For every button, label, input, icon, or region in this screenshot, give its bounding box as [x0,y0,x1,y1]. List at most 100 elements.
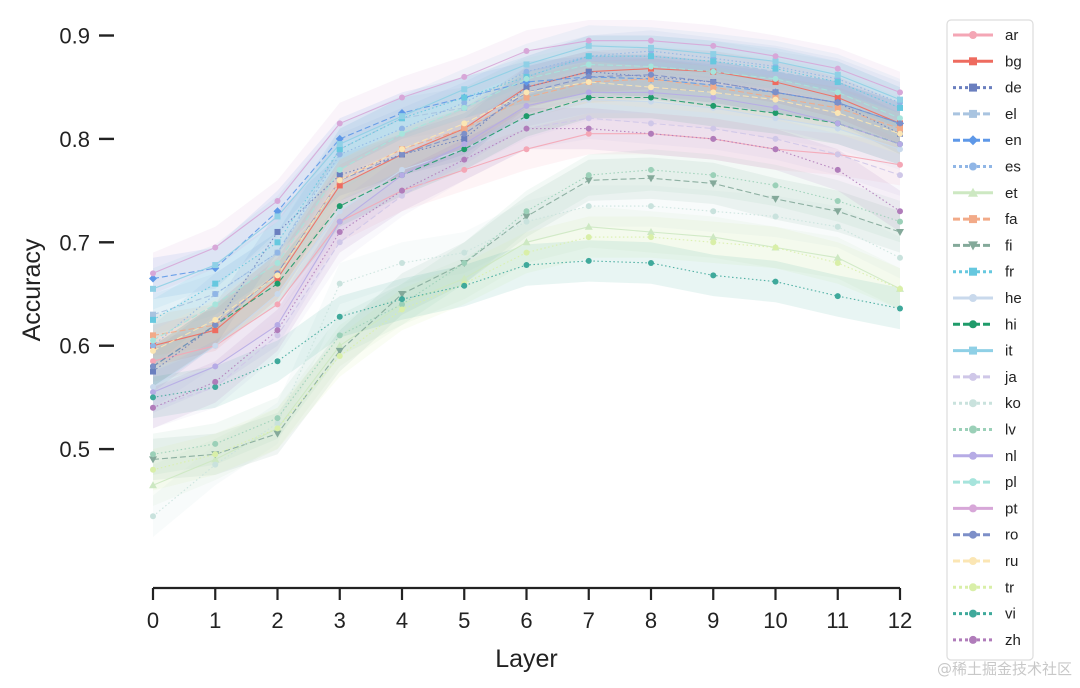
point-he-4 [399,166,405,173]
point-pl-4 [399,130,405,137]
point-nl-12 [897,141,903,148]
point-fa-9 [710,84,717,91]
point-pt-10 [772,53,779,60]
point-pl-9 [710,68,717,75]
watermark: @稀土掘金技术社区 [936,660,1072,678]
band-de [153,51,900,393]
point-lv-11 [834,197,841,204]
point-ru-7 [585,79,592,86]
point-ar-5 [461,166,468,173]
point-de-7 [585,68,592,75]
point-ko-7 [585,203,592,210]
point-fi-12 [896,228,904,236]
x-tick-label-5: 5 [458,608,470,633]
point-fr-5 [461,94,468,101]
band-ar [153,113,900,382]
legend-label-el: el [1005,106,1017,123]
point-hi-6 [523,113,530,120]
point-et-8 [647,227,655,235]
point-ko-6 [523,218,530,225]
point-nl-7 [585,89,592,96]
point-lv-0 [150,451,156,458]
legend-marker-he [969,294,977,302]
point-ru-1 [212,316,219,323]
x-tick-label-2: 2 [271,608,283,633]
point-en-0 [149,274,157,283]
point-tr-6 [523,249,530,256]
legend-marker-hi [969,320,977,329]
y-tick-label-0.9: 0.9 [59,24,90,49]
legend-label-he: he [1005,290,1022,307]
legend-label-ru: ru [1005,553,1018,570]
legend-label-ar: ar [1005,27,1018,44]
point-ko-2 [274,420,281,427]
legend-marker-el [969,109,977,118]
point-zh-6 [523,125,530,132]
legend-label-ja: ja [1004,369,1017,386]
legend-label-it: it [1005,343,1013,360]
legend-marker-lv [969,425,977,434]
band-en [153,56,900,300]
point-pt-8 [648,37,654,44]
point-zh-1 [212,378,219,385]
point-fr-12 [897,104,903,111]
point-vi-3 [336,313,343,320]
point-vi-11 [834,293,841,300]
point-fi-3 [335,347,344,355]
point-tr-7 [585,234,592,241]
point-lv-4 [399,301,405,308]
point-ro-8 [648,71,654,78]
point-lv-7 [585,172,592,179]
point-tr-0 [150,466,156,473]
point-vi-1 [212,384,219,391]
point-he-3 [336,208,343,215]
legend-label-pt: pt [1005,500,1018,517]
legend-marker-et [968,187,978,197]
point-ro-0 [150,363,156,370]
point-pl-8 [648,63,654,70]
legend-marker-bg [969,57,977,66]
point-fi-10 [771,195,780,203]
point-pt-2 [274,197,281,204]
legend-marker-ru [969,557,977,565]
point-he-10 [772,115,779,122]
point-nl-0 [150,389,156,396]
point-ko-5 [461,249,468,256]
legend-marker-vi [969,609,977,618]
point-vi-6 [523,262,530,269]
legend: ar bg de el en es et fa fi fr he hi it ja ko lv nl pl pt ro… [946,19,1034,661]
x-tick-label-8: 8 [645,608,657,633]
point-zh-11 [834,166,841,173]
y-tick-label-0.5: 0.5 [59,437,90,462]
point-bg-2 [274,275,281,282]
point-hi-5 [461,146,468,153]
point-nl-9 [710,94,717,101]
x-tick-label-4: 4 [396,608,408,633]
legend-marker-pl [969,478,977,487]
point-el-10 [772,68,779,75]
point-fr-8 [648,53,654,60]
point-vi-7 [585,257,592,264]
point-pt-4 [399,94,405,101]
point-vi-5 [461,282,468,289]
point-ko-10 [772,213,779,220]
point-it-6 [523,61,530,68]
point-he-11 [834,125,841,132]
point-ja-10 [772,135,779,142]
x-tick-label-1: 1 [209,608,221,633]
legend-label-hi: hi [1005,316,1017,333]
legend-marker-fa [969,215,977,224]
point-lv-3 [336,332,343,339]
point-ru-11 [834,110,841,117]
legend-label-nl: nl [1005,448,1017,465]
point-tr-11 [834,259,841,266]
point-vi-0 [150,394,156,401]
point-he-2 [274,291,281,297]
point-fr-7 [585,53,592,60]
point-ko-8 [648,203,654,210]
point-ro-12 [897,120,903,127]
point-zh-5 [461,156,468,163]
point-ko-1 [212,461,219,468]
point-lv-12 [897,218,903,225]
point-it-12 [897,96,903,103]
